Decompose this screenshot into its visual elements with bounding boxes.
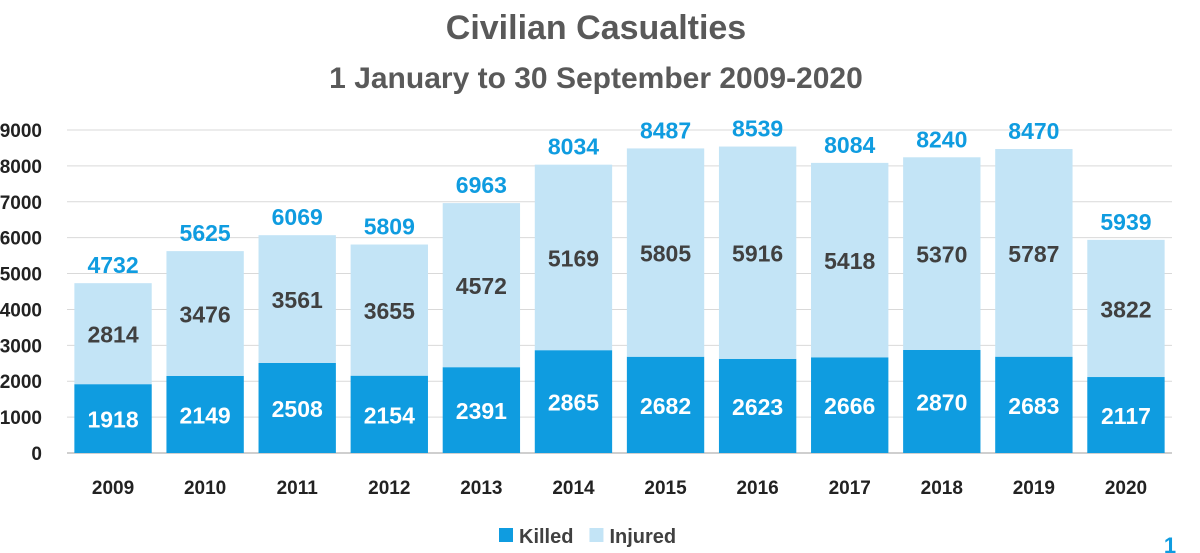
data-label-injured: 4572 — [456, 273, 507, 299]
x-tick-label: 2020 — [1105, 478, 1147, 499]
x-tick-label: 2009 — [92, 478, 134, 499]
data-label-killed: 2623 — [732, 394, 783, 420]
bar-killed — [718, 358, 797, 453]
bar-injured — [258, 235, 336, 363]
x-tick-label: 2011 — [277, 478, 319, 499]
data-label-killed: 2865 — [548, 390, 599, 416]
bar-killed — [258, 362, 336, 453]
legend-swatch — [499, 528, 513, 542]
bar-killed — [74, 384, 152, 453]
bar-killed — [350, 375, 428, 453]
bar-injured — [442, 203, 521, 368]
bar-injured — [995, 149, 1073, 357]
gridlines — [67, 129, 1172, 454]
bar-injured — [534, 164, 613, 351]
data-label-killed: 2391 — [456, 398, 507, 424]
x-tick-label: 2019 — [1013, 478, 1055, 499]
data-label-injured: 5805 — [640, 241, 691, 267]
x-tick-label: 2010 — [184, 478, 226, 499]
bar-killed — [811, 357, 889, 453]
y-tick-label: 9000 — [0, 121, 42, 142]
y-tick-label: 3000 — [0, 336, 42, 357]
data-label-total: 8084 — [824, 132, 875, 158]
legend-label: Killed — [519, 526, 573, 548]
bar-killed — [995, 356, 1073, 453]
data-label-injured: 5418 — [824, 248, 875, 274]
bar-injured — [1087, 239, 1165, 378]
bar-injured — [903, 157, 981, 350]
page-number: 1 — [1164, 533, 1176, 553]
data-label-killed: 2154 — [364, 402, 415, 428]
data-label-total: 5809 — [364, 214, 415, 240]
data-label-killed: 2149 — [180, 402, 231, 428]
data-label-injured: 3822 — [1100, 296, 1151, 322]
data-label-total: 8539 — [732, 116, 783, 142]
y-tick-label: 5000 — [0, 265, 42, 286]
legend-swatch — [589, 528, 604, 542]
data-label-injured: 3476 — [180, 301, 231, 327]
data-label-killed: 1918 — [87, 407, 138, 433]
data-label-total: 8034 — [548, 134, 599, 160]
data-label-injured: 5916 — [732, 241, 783, 267]
y-tick-label: 1000 — [0, 408, 42, 429]
data-label-total: 8240 — [916, 126, 967, 152]
x-axis: 2009 2010 2011 2012 2013 2014 2015 2016 2017 2018… — [92, 478, 1147, 499]
data-label-total: 8470 — [1008, 118, 1059, 144]
data-label-total: 5625 — [180, 220, 231, 246]
data-label-killed: 2870 — [916, 389, 967, 415]
data-label-total: 6963 — [456, 172, 507, 198]
chart-title: Civilian Casualties — [446, 9, 746, 47]
x-tick-label: 2015 — [644, 478, 687, 499]
bar-killed — [442, 367, 521, 453]
y-axis: 0 1000 2000 3000 4000 5000 6000 7000 8000 9000 — [0, 121, 42, 465]
legend-label: Injured — [609, 526, 676, 548]
chart-subtitle: 1 January to 30 September 2009-2020 — [329, 62, 863, 95]
data-label-killed: 2683 — [1008, 393, 1059, 419]
bar-injured — [74, 283, 152, 385]
x-tick-label: 2013 — [460, 478, 502, 499]
data-label-injured: 5169 — [548, 245, 599, 271]
x-tick-label: 2018 — [921, 478, 963, 499]
x-tick-label: 2012 — [368, 478, 410, 499]
y-tick-label: 4000 — [0, 300, 42, 321]
legend: Killed Injured — [499, 526, 676, 548]
data-label-total: 8487 — [640, 117, 691, 143]
data-label-injured: 5370 — [916, 242, 967, 268]
data-label-killed: 2666 — [824, 393, 875, 419]
data-label-killed: 2117 — [1101, 403, 1151, 429]
x-tick-label: 2016 — [736, 478, 778, 499]
data-label-killed: 2508 — [272, 396, 323, 422]
x-tick-label: 2017 — [829, 478, 871, 499]
bar-injured — [626, 148, 705, 357]
y-tick-label: 6000 — [0, 229, 42, 250]
data-label-injured: 2814 — [87, 322, 138, 348]
y-tick-label: 0 — [31, 444, 42, 465]
bar-killed — [626, 356, 705, 453]
data-label-injured: 3655 — [364, 298, 415, 324]
y-tick-label: 8000 — [0, 157, 42, 178]
bars: 1918 2814 4732 2149 3476 5625 2508 3561 6069 2154… — [74, 116, 1165, 453]
bar-killed — [534, 350, 613, 453]
data-label-injured: 3561 — [272, 287, 323, 313]
bar-injured — [811, 162, 889, 358]
bar-injured — [166, 251, 244, 376]
y-tick-label: 2000 — [0, 372, 42, 393]
bar-killed — [1087, 377, 1165, 453]
data-label-killed: 2682 — [640, 393, 691, 419]
bar-injured — [718, 146, 797, 359]
bar-killed — [166, 375, 244, 453]
data-label-injured: 5787 — [1008, 241, 1059, 267]
bar-injured — [350, 244, 428, 376]
data-label-total: 4732 — [87, 252, 138, 278]
y-tick-label: 7000 — [0, 193, 42, 214]
x-tick-label: 2014 — [552, 478, 595, 499]
bar-killed — [903, 349, 981, 453]
data-label-total: 5939 — [1100, 209, 1151, 235]
data-label-total: 6069 — [272, 204, 323, 230]
